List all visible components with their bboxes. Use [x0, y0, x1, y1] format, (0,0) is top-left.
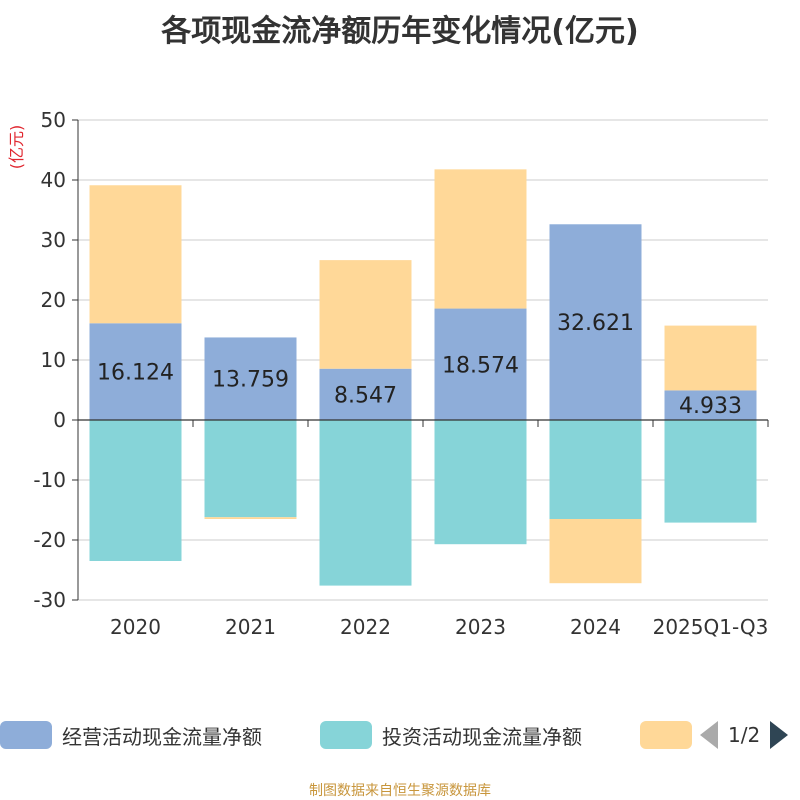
legend: 经营活动现金流量净额 投资活动现金流量净额 1/2 — [0, 714, 800, 758]
bar-segment — [204, 517, 297, 519]
y-axis-label: (亿元) — [7, 125, 26, 170]
y-tick-label: 0 — [53, 408, 66, 432]
bar-segment — [434, 169, 527, 309]
bar-segment — [664, 390, 757, 420]
data-label: 13.759 — [212, 368, 289, 393]
next-page-icon[interactable] — [770, 721, 789, 749]
x-tick-label: 2025Q1-Q3 — [653, 615, 769, 639]
bar-segment — [319, 368, 412, 420]
bar-segment — [204, 420, 297, 518]
legend-page-indicator: 1/2 — [728, 723, 761, 747]
x-tick-label: 2023 — [455, 615, 506, 639]
legend-label-operating: 经营活动现金流量净额 — [62, 724, 262, 749]
data-label: 8.547 — [334, 383, 397, 408]
bar-segment — [434, 420, 527, 545]
y-tick-label: 50 — [41, 108, 66, 132]
legend-label-investing: 投资活动现金流量净额 — [382, 724, 582, 749]
legend-swatch-operating — [0, 721, 52, 749]
legend-item-third[interactable] — [640, 720, 692, 750]
x-tick-label: 2022 — [340, 615, 391, 639]
x-tick-label: 2021 — [225, 615, 276, 639]
bar-segment — [664, 325, 757, 391]
bar-segment — [319, 260, 412, 369]
legend-item-investing[interactable]: 投资活动现金流量净额 — [320, 720, 582, 750]
bar-segment — [549, 519, 642, 584]
y-tick-label: -10 — [33, 468, 66, 492]
bar-segment — [89, 420, 182, 561]
bar-segment — [319, 420, 412, 586]
bar-segment — [89, 185, 182, 324]
bar-segment — [204, 337, 297, 420]
y-tick-label: 20 — [41, 288, 66, 312]
prev-page-icon[interactable] — [700, 721, 718, 749]
legend-swatch-investing — [320, 721, 372, 749]
y-tick-label: 40 — [41, 168, 66, 192]
chart-title: 各项现金流净额历年变化情况(亿元) — [161, 14, 639, 49]
x-tick-label: 2020 — [110, 615, 161, 639]
data-label: 4.933 — [679, 394, 742, 419]
bar-segment — [549, 224, 642, 420]
bar-segment — [664, 420, 757, 523]
data-label: 32.621 — [557, 311, 634, 336]
legend-swatch-third — [640, 721, 692, 749]
legend-item-operating[interactable]: 经营活动现金流量净额 — [0, 720, 262, 750]
y-tick-label: -20 — [33, 528, 66, 552]
bar-segment — [89, 323, 182, 420]
y-tick-label: -30 — [33, 588, 66, 612]
source-note: 制图数据来自恒生聚源数据库 — [309, 783, 491, 799]
y-tick-label: 10 — [41, 348, 66, 372]
bar-segment — [549, 420, 642, 519]
y-tick-label: 30 — [41, 228, 66, 252]
bar-segment — [434, 308, 527, 420]
stacked-bar-chart: 50 40 30 20 10 0 -10 -20 -30 (亿元) 16.124 2020 13.759… — [7, 108, 769, 639]
data-label: 18.574 — [442, 353, 519, 378]
x-tick-label: 2024 — [570, 615, 621, 639]
legend-pager: 1/2 — [700, 720, 789, 750]
data-label: 16.124 — [97, 361, 174, 386]
